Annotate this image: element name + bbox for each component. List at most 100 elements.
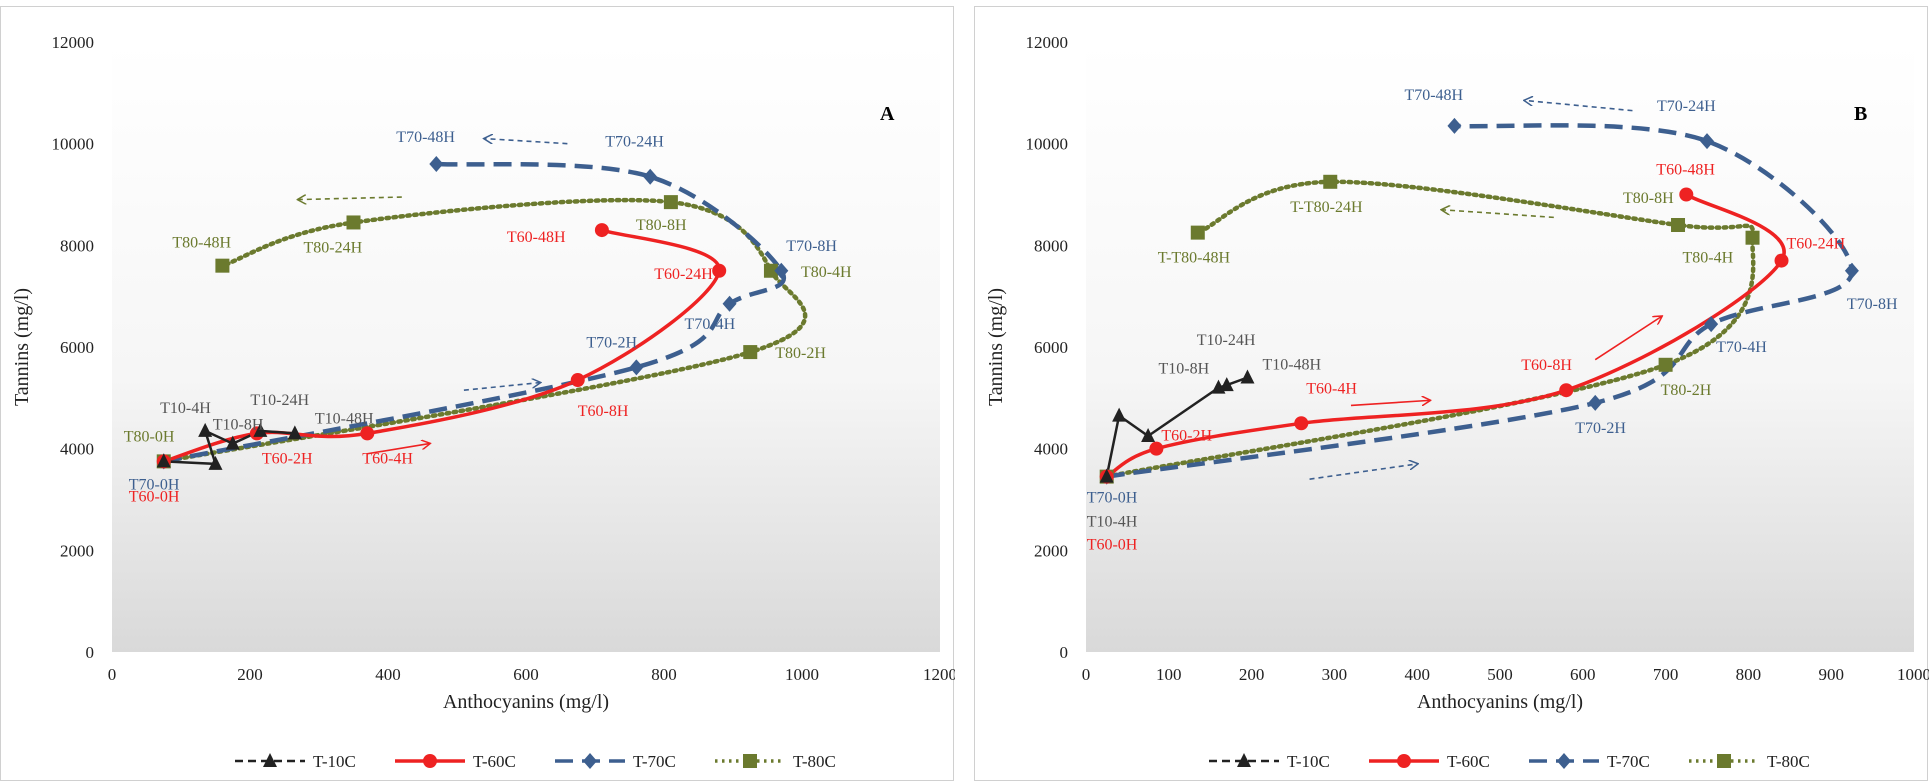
data-label: T70-24H bbox=[1657, 98, 1716, 115]
trend-arrow bbox=[1309, 464, 1418, 480]
data-point-t-80c bbox=[1323, 174, 1338, 189]
legend-marker bbox=[1397, 754, 1411, 768]
data-point-t-70c bbox=[1700, 133, 1714, 150]
x-tick-label: 1000 bbox=[785, 665, 819, 684]
data-point-t-10c bbox=[287, 425, 302, 440]
y-tick-label: 12000 bbox=[52, 33, 95, 52]
x-tick-label: 700 bbox=[1653, 665, 1679, 684]
y-tick-label: 6000 bbox=[60, 338, 94, 357]
chart-panel-b: 0 2000 4000 6000 8000 10000 12000 0 100 200 300 400… bbox=[974, 6, 1929, 781]
data-point-t-70c bbox=[629, 359, 644, 376]
data-label: T80-2H bbox=[1661, 382, 1712, 399]
data-label: T80-8H bbox=[636, 217, 687, 234]
legend-item-t-60c: T-60C bbox=[1369, 752, 1490, 771]
data-label: T70-24H bbox=[605, 134, 664, 151]
series-t-10c bbox=[1099, 369, 1255, 483]
y-tick-label: 4000 bbox=[60, 440, 94, 459]
data-point-t-70c bbox=[1844, 262, 1859, 279]
data-label: T80-8H bbox=[1623, 190, 1674, 207]
plot-area bbox=[112, 42, 940, 652]
x-tick-label: 800 bbox=[1736, 665, 1762, 684]
data-point-t-10c bbox=[1099, 468, 1114, 483]
data-point-t-60c bbox=[1294, 416, 1309, 431]
data-label: T60-2H bbox=[262, 450, 313, 467]
x-tick-label: 100 bbox=[1156, 665, 1182, 684]
y-axis-title: Tannins (mg/l) bbox=[985, 288, 1007, 406]
trend-arrow bbox=[485, 139, 568, 145]
legend-item-t-70c: T-70C bbox=[1529, 752, 1650, 771]
series-line-t-10c bbox=[1105, 376, 1248, 477]
data-label: T10-8H bbox=[213, 417, 264, 434]
x-tick-label: 300 bbox=[1322, 665, 1348, 684]
y-tick-label: 0 bbox=[1060, 643, 1069, 662]
legend-label: T-60C bbox=[1447, 752, 1490, 771]
data-point-t-80c bbox=[743, 345, 758, 360]
data-label: T70-48H bbox=[396, 129, 455, 146]
legend-item-t-60c: T-60C bbox=[395, 752, 516, 771]
legend-item-t-80c: T-80C bbox=[715, 752, 836, 771]
data-label: T60-8H bbox=[578, 403, 629, 420]
x-tick-label: 1200 bbox=[923, 665, 955, 684]
data-label: T60-0H bbox=[1087, 537, 1138, 554]
data-label: T80-4H bbox=[1683, 250, 1734, 267]
data-label: T80-0H bbox=[124, 428, 175, 445]
data-label: T10-24H bbox=[1197, 332, 1256, 349]
data-point-t-80c bbox=[346, 215, 361, 230]
data-label: T60-48H bbox=[507, 229, 566, 246]
y-tick-label: 10000 bbox=[52, 135, 95, 154]
data-point-t-60c bbox=[570, 373, 585, 388]
trend-arrow bbox=[1350, 400, 1430, 407]
data-label: T70-0H bbox=[1087, 490, 1138, 507]
y-tick-label: 4000 bbox=[1034, 440, 1068, 459]
data-point-t-70c bbox=[429, 156, 444, 172]
data-label: T60-0H bbox=[129, 488, 180, 505]
data-point-t-80c bbox=[763, 263, 778, 278]
legend-item-t-70c: T-70C bbox=[555, 752, 676, 771]
data-point-t-10c bbox=[1219, 377, 1234, 392]
y-tick-label: 8000 bbox=[60, 236, 94, 255]
legend-label: T-60C bbox=[473, 752, 516, 771]
data-label: T70-48H bbox=[1404, 87, 1463, 104]
x-axis-title: Anthocyanins (mg/l) bbox=[443, 691, 609, 713]
data-point-t-70c bbox=[1447, 117, 1462, 134]
x-tick-label: 1000 bbox=[1897, 665, 1929, 684]
data-point-t-80c bbox=[215, 258, 230, 273]
plot-area bbox=[1086, 42, 1914, 652]
y-tick-label: 6000 bbox=[1034, 338, 1068, 357]
legend-label: T-10C bbox=[313, 752, 356, 771]
x-tick-label: 0 bbox=[1082, 665, 1091, 684]
data-label: T80-24H bbox=[304, 239, 363, 256]
series-line-t-70c bbox=[163, 161, 786, 464]
data-label: T60-4H bbox=[362, 450, 413, 467]
legend-marker bbox=[583, 753, 597, 769]
legend-label: T-80C bbox=[1767, 752, 1810, 771]
trend-arrow bbox=[1442, 210, 1554, 219]
data-point-t-10c bbox=[225, 435, 240, 450]
data-point-t-10c bbox=[1240, 369, 1255, 384]
legend-marker bbox=[263, 753, 277, 767]
x-tick-label: 400 bbox=[375, 665, 401, 684]
x-tick-label: 200 bbox=[1239, 665, 1265, 684]
data-point-t-60c bbox=[594, 223, 609, 238]
data-label: T10-48H bbox=[1262, 357, 1321, 374]
data-label: T80-4H bbox=[801, 264, 852, 281]
chart-panel-a: 0 2000 4000 6000 8000 10000 12000 0 200 400 600 800… bbox=[0, 6, 955, 781]
legend: T-10C T-60C T-70C T-80C bbox=[235, 752, 836, 771]
data-point-t-80c bbox=[1745, 230, 1760, 245]
series-line-t-70c bbox=[1106, 123, 1855, 479]
legend-item-t-10c: T-10C bbox=[235, 752, 356, 771]
data-label: T70-8H bbox=[1847, 296, 1898, 313]
trend-arrow bbox=[367, 444, 429, 455]
data-point-t-80c bbox=[1658, 357, 1673, 372]
series-t-60c bbox=[1099, 187, 1789, 484]
data-label: T60-24H bbox=[654, 266, 713, 283]
y-tick-label: 8000 bbox=[1034, 236, 1068, 255]
x-tick-label: 600 bbox=[513, 665, 539, 684]
data-label: T70-8H bbox=[786, 238, 837, 255]
trend-arrow bbox=[463, 383, 540, 392]
data-point-t-10c bbox=[1112, 407, 1127, 422]
data-label: T60-4H bbox=[1306, 380, 1357, 397]
data-label: T10-48H bbox=[315, 410, 374, 427]
legend: T-10C T-60C T-70C T-80C bbox=[1209, 752, 1810, 771]
